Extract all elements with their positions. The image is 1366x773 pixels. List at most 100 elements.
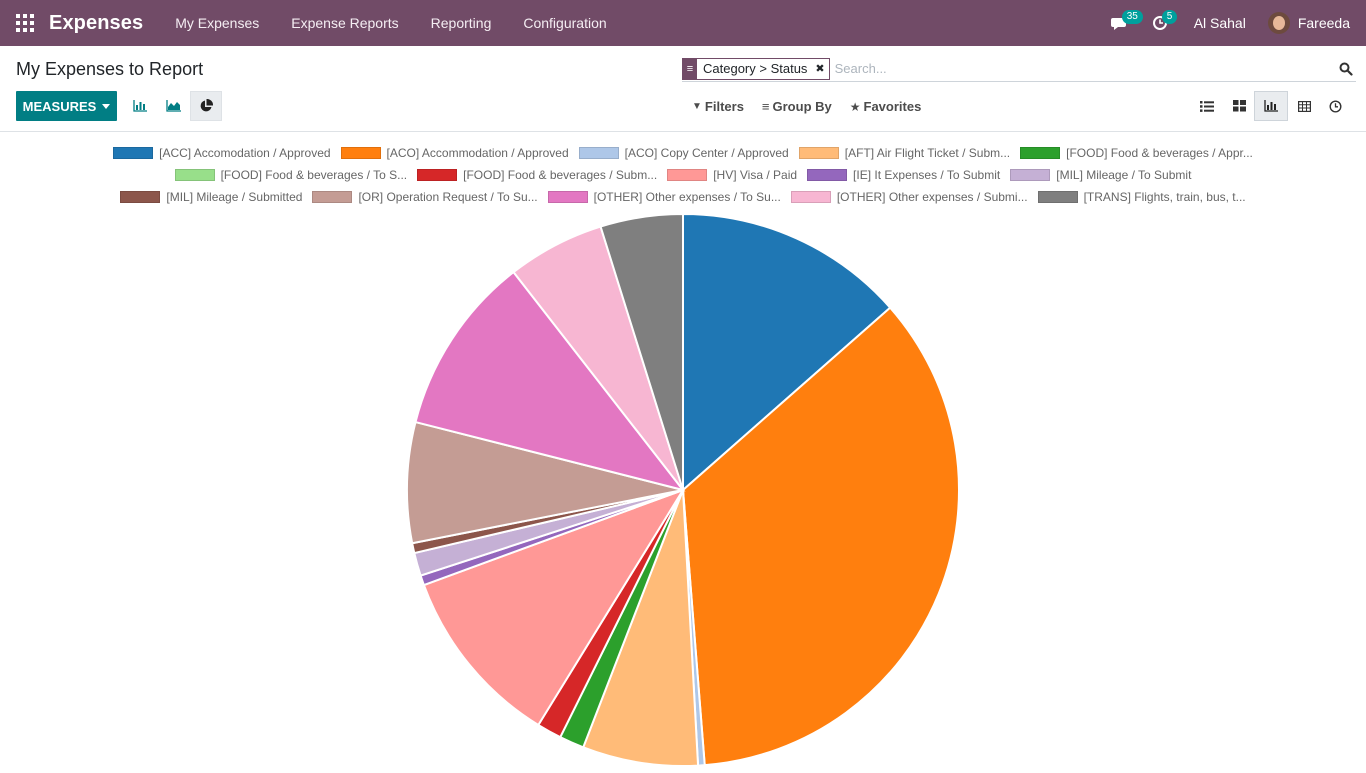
search-icon[interactable] xyxy=(1336,59,1356,79)
legend-label: [FOOD] Food & beverages / Appr... xyxy=(1066,146,1253,160)
control-panel: My Expenses to Report ≡ Category > Statu… xyxy=(0,46,1366,132)
bar-chart-button[interactable] xyxy=(124,91,156,121)
legend-swatch xyxy=(790,191,831,203)
legend-swatch xyxy=(1020,147,1061,159)
pie-chart-icon xyxy=(200,99,213,112)
user-menu[interactable]: Fareeda xyxy=(1297,15,1350,31)
legend-item[interactable]: [AFT] Air Flight Ticket / Subm... xyxy=(798,146,1011,160)
legend-item[interactable]: [FOOD] Food & beverages / To S... xyxy=(174,168,408,182)
legend-label: [IE] It Expenses / To Submit xyxy=(853,168,1001,182)
legend-swatch xyxy=(174,169,215,181)
messages-button[interactable]: 35 xyxy=(1100,0,1143,46)
pie-slice[interactable] xyxy=(422,488,686,727)
group-by-label: Group By xyxy=(772,99,832,114)
legend-label: [ACO] Accommodation / Approved xyxy=(386,146,569,160)
page-title: My Expenses to Report xyxy=(16,59,204,79)
activities-button[interactable]: 5 xyxy=(1140,0,1180,46)
search-input[interactable] xyxy=(834,61,1336,76)
legend-swatch xyxy=(578,147,619,159)
chart-legend: [ACC] Accomodation / Approved [ACO] Accom… xyxy=(0,142,1366,208)
legend-item[interactable]: [IE] It Expenses / To Submit xyxy=(807,168,1000,182)
pivot-icon xyxy=(1297,100,1311,112)
pie-chart-button[interactable] xyxy=(190,91,222,121)
legend-swatch xyxy=(340,147,381,159)
legend-label: [ACC] Accomodation / Approved xyxy=(159,146,331,160)
group-by-facet-icon: ≡ xyxy=(683,58,697,79)
app-title[interactable]: Expenses xyxy=(49,11,144,34)
filter-icon: ▼ xyxy=(692,101,702,112)
bar-chart-icon xyxy=(133,100,147,112)
legend-item[interactable]: [ACO] Accommodation / Approved xyxy=(340,146,569,160)
legend-item[interactable]: [OTHER] Other expenses / Submi... xyxy=(790,190,1028,204)
pivot-view-button[interactable] xyxy=(1287,91,1321,121)
legend-swatch xyxy=(1010,169,1051,181)
filters-dropdown[interactable]: ▼ Filters xyxy=(692,99,744,114)
legend-item[interactable]: [MIL] Mileage / To Submit xyxy=(1010,168,1191,182)
legend-swatch xyxy=(120,191,161,203)
favorites-label: Favorites xyxy=(863,99,922,114)
facet-remove-icon[interactable]: ✖ xyxy=(815,63,825,75)
legend-item[interactable]: [FOOD] Food & beverages / Subm... xyxy=(417,168,657,182)
star-icon: ★ xyxy=(849,99,861,114)
pie-slice[interactable] xyxy=(681,306,960,767)
legend-label: [ACO] Copy Center / Approved xyxy=(624,146,789,160)
systray: 35 5 Al Sahal Fareeda xyxy=(1100,0,1366,46)
menu-reporting[interactable]: Reporting xyxy=(430,15,492,31)
caret-down-icon xyxy=(102,103,111,109)
legend-row: [MIL] Mileage / Submitted [OR] Operation … xyxy=(0,186,1366,208)
legend-swatch xyxy=(312,191,353,203)
legend-swatch xyxy=(667,169,708,181)
favorites-dropdown[interactable]: ★ Favorites xyxy=(850,99,922,114)
legend-label: [OR] Operation Request / To Su... xyxy=(358,190,538,204)
legend-swatch xyxy=(798,147,839,159)
pie-chart-svg xyxy=(406,212,960,767)
legend-label: [HV] Visa / Paid xyxy=(713,168,798,182)
menu-my-expenses[interactable]: My Expenses xyxy=(175,15,260,31)
legend-label: [FOOD] Food & beverages / To S... xyxy=(220,168,408,182)
menu-configuration[interactable]: Configuration xyxy=(523,15,607,31)
legend-swatch xyxy=(1037,191,1078,203)
pie-slice[interactable] xyxy=(406,420,684,545)
legend-label: [MIL] Mileage / Submitted xyxy=(166,190,303,204)
legend-label: [OTHER] Other expenses / Submi... xyxy=(836,190,1028,204)
pie-slice[interactable] xyxy=(599,212,684,491)
list-view-button[interactable] xyxy=(1190,91,1224,121)
company-switcher[interactable]: Al Sahal xyxy=(1193,15,1246,31)
legend-swatch xyxy=(807,169,848,181)
activity-view-button[interactable] xyxy=(1318,91,1352,121)
activity-icon xyxy=(1328,99,1342,113)
top-navbar: Expenses My Expenses Expense Reports Rep… xyxy=(0,0,1366,46)
legend-item[interactable]: [OR] Operation Request / To Su... xyxy=(312,190,538,204)
user-avatar[interactable] xyxy=(1267,12,1290,34)
app-menu-icon[interactable] xyxy=(16,14,34,32)
filters-label: Filters xyxy=(704,99,744,114)
pie-slice[interactable] xyxy=(682,212,892,493)
menu-expense-reports[interactable]: Expense Reports xyxy=(291,15,399,31)
messages-count-badge: 35 xyxy=(1121,10,1143,24)
legend-row: [ACC] Accomodation / Approved [ACO] Accom… xyxy=(0,142,1366,164)
legend-label: [AFT] Air Flight Ticket / Subm... xyxy=(844,146,1011,160)
bars-icon: ≡ xyxy=(761,99,770,114)
pie-slice[interactable] xyxy=(414,270,686,492)
legend-label: [MIL] Mileage / To Submit xyxy=(1056,168,1192,182)
graph-view-button[interactable] xyxy=(1254,91,1288,121)
list-icon xyxy=(1200,100,1214,112)
pie-slice[interactable] xyxy=(581,489,700,767)
legend-row: [FOOD] Food & beverages / To S... [FOOD] … xyxy=(0,164,1366,186)
line-chart-button[interactable] xyxy=(157,91,189,121)
legend-item[interactable]: [FOOD] Food & beverages / Appr... xyxy=(1020,146,1253,160)
legend-item[interactable]: [TRANS] Flights, train, bus, t... xyxy=(1037,190,1246,204)
legend-item[interactable]: [ACC] Accomodation / Approved xyxy=(113,146,331,160)
graph-icon xyxy=(1264,100,1278,112)
legend-item[interactable]: [OTHER] Other expenses / To Su... xyxy=(547,190,781,204)
kanban-icon xyxy=(1232,100,1246,112)
legend-item[interactable]: [MIL] Mileage / Submitted xyxy=(120,190,302,204)
legend-item[interactable]: [HV] Visa / Paid xyxy=(667,168,797,182)
legend-label: [FOOD] Food & beverages / Subm... xyxy=(463,168,658,182)
search-facet: ≡ Category > Status ✖ xyxy=(682,57,830,80)
group-by-dropdown[interactable]: ≡ Group By xyxy=(762,99,832,114)
measures-dropdown-button[interactable]: MEASURES xyxy=(16,91,117,121)
legend-item[interactable]: [ACO] Copy Center / Approved xyxy=(578,146,789,160)
legend-label: [OTHER] Other expenses / To Su... xyxy=(593,190,781,204)
kanban-view-button[interactable] xyxy=(1222,91,1256,121)
